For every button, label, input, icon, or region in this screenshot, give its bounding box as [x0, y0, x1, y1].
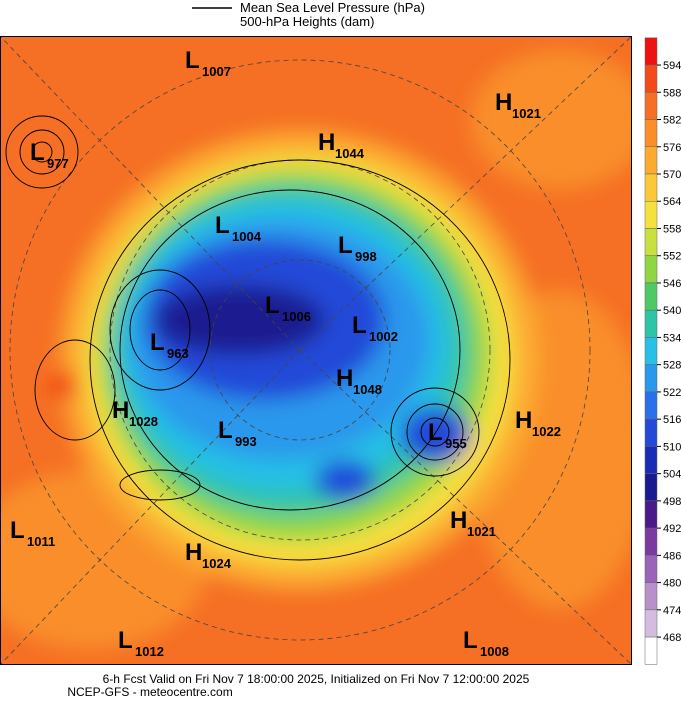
center-pressure: 1021 — [512, 106, 541, 121]
colorbar-cell — [644, 173, 658, 202]
center-type: L — [150, 329, 165, 356]
colorbar-label: 564 — [663, 196, 681, 208]
colorbar-label: 498 — [663, 496, 681, 508]
colorbar-cell — [644, 200, 658, 229]
center-type: L — [215, 212, 230, 239]
center-type: L — [428, 419, 443, 446]
center-type: H — [495, 89, 512, 116]
center-type: H — [112, 397, 129, 424]
center-type: H — [318, 129, 335, 156]
legend-line-label: Mean Sea Level Pressure (hPa) — [240, 0, 425, 15]
colorbar-label: 480 — [663, 578, 681, 590]
center-pressure: 1028 — [129, 414, 158, 429]
colorbar-cell — [644, 636, 658, 665]
colorbar-cell — [644, 119, 658, 148]
center-type: L — [30, 139, 45, 166]
map — [0, 36, 632, 665]
center-type: L — [218, 417, 233, 444]
colorbar-label: 492 — [663, 523, 681, 535]
colorbar-label: 474 — [663, 605, 681, 617]
footer-source: NCEP-GFS - meteocentre.com — [67, 685, 232, 699]
center-pressure: 1012 — [135, 644, 164, 659]
colorbar-cell — [644, 255, 658, 284]
center-pressure: 1011 — [27, 534, 55, 549]
colorbar-cell — [644, 282, 658, 311]
colorbar-label: 510 — [663, 441, 681, 453]
center-pressure: 1024 — [202, 556, 232, 571]
colorbar-label: 534 — [663, 332, 681, 344]
colorbar-cell — [644, 555, 658, 583]
center-pressure: 977 — [47, 156, 69, 171]
center-pressure: 955 — [445, 436, 467, 451]
colorbar-cell — [644, 500, 658, 529]
colorbar-cell — [644, 473, 658, 502]
center-pressure: 1006 — [282, 309, 311, 324]
colorbar-label: 582 — [663, 115, 681, 127]
center-type: L — [352, 312, 367, 339]
legend-fill-label: 500-hPa Heights (dam) — [240, 14, 374, 29]
center-pressure: 1022 — [532, 424, 561, 439]
center-type: H — [515, 407, 532, 434]
center-pressure: 1021 — [467, 524, 496, 539]
colorbar-cell — [644, 582, 658, 611]
center-type: H — [336, 365, 353, 392]
colorbar-cell — [644, 337, 658, 365]
center-type: H — [185, 539, 202, 566]
colorbar-cell — [644, 37, 658, 66]
colorbar-cell — [644, 391, 658, 420]
colorbar-label: 594 — [663, 60, 681, 72]
center-pressure: 1007 — [202, 64, 231, 79]
colorbar-cell — [644, 446, 658, 474]
center-type: L — [338, 232, 353, 259]
colorbar-label: 486 — [663, 550, 681, 562]
colorbar-label: 558 — [663, 223, 681, 235]
center-pressure: 993 — [235, 434, 257, 449]
center-pressure: 998 — [355, 249, 377, 264]
colorbar-cell — [644, 418, 658, 447]
center-type: L — [185, 47, 200, 74]
center-type: L — [10, 517, 25, 544]
center-type: H — [450, 507, 467, 534]
colorbar-label: 540 — [663, 305, 681, 317]
center-type: L — [118, 627, 133, 654]
colorbar-label: 570 — [663, 169, 681, 181]
colorbar-cell — [644, 92, 658, 120]
map-frame — [0, 36, 632, 665]
colorbar-label: 528 — [663, 360, 681, 372]
center-pressure: 963 — [167, 346, 189, 361]
colorbar-label: 468 — [663, 632, 681, 644]
colorbar-cell — [644, 364, 658, 393]
colorbar-label: 504 — [663, 469, 681, 481]
center-pressure: 1048 — [353, 382, 382, 397]
center-type: L — [265, 292, 280, 319]
colorbar-cell — [644, 309, 658, 338]
footer-line: 6-h Fcst Valid on Fri Nov 7 18:00:00 202… — [103, 672, 530, 686]
colorbar-cell — [644, 609, 658, 638]
colorbar-cell — [644, 64, 658, 93]
center-pressure: 1044 — [335, 146, 365, 161]
colorbar-cell — [644, 146, 658, 175]
colorbar-label: 552 — [663, 251, 681, 263]
center-pressure: 1002 — [369, 329, 398, 344]
colorbar-label: 588 — [663, 87, 681, 99]
colorbar-cell — [644, 527, 658, 556]
colorbar-label: 576 — [663, 142, 681, 154]
colorbar-label: 522 — [663, 387, 681, 399]
center-pressure: 1008 — [480, 644, 509, 659]
colorbar-cell — [644, 228, 658, 256]
center-type: L — [463, 627, 478, 654]
center-pressure: 1004 — [232, 229, 262, 244]
colorbar-label: 516 — [663, 414, 681, 426]
colorbar-label: 546 — [663, 278, 681, 290]
